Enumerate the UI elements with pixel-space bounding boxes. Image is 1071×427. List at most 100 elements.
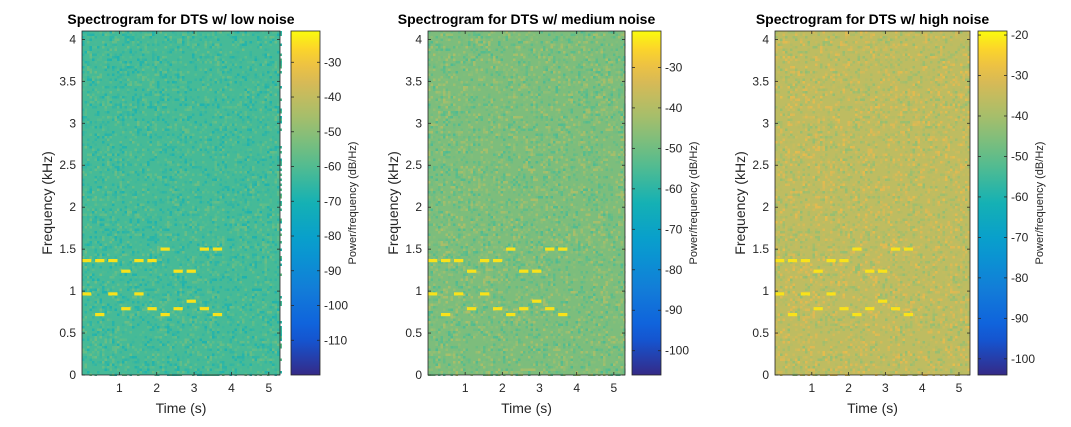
noise-field (428, 31, 626, 376)
x-axis-label: Time (s) (847, 400, 898, 416)
colorbar (290, 30, 321, 376)
y-axis-label: Frequency (kHz) (385, 151, 401, 254)
y-tick-label: 2 (415, 200, 422, 214)
colorbar-tick-label: -60 (665, 182, 683, 196)
tone-mark (95, 259, 105, 263)
tone-mark (454, 259, 464, 263)
colorbar-tick-label: -110 (324, 333, 347, 347)
y-tick-label: 1.5 (405, 242, 422, 256)
tone-mark (903, 313, 913, 317)
y-tick-label: 3.5 (752, 74, 769, 88)
tone-mark (441, 259, 451, 263)
tone-mark (173, 307, 183, 311)
tone-mark (121, 269, 131, 273)
y-tick-label: 3 (762, 116, 769, 130)
tone-mark (839, 307, 849, 311)
x-tick-label: 5 (265, 381, 272, 395)
colorbar-tick-label: -30 (665, 60, 683, 74)
spectrogram-panel-3: 1 2 3 4 5 0 0.5 1 1.5 2 2.5 3 3.5 4 Spectrogram for DT… (732, 11, 1046, 416)
tone-mark (852, 313, 862, 317)
tone-mark (134, 292, 144, 296)
tone-mark (108, 292, 118, 296)
colorbar-tick-label: -50 (1011, 149, 1029, 163)
colorbar-label: Power/frequency (dB/Hz) (688, 142, 700, 265)
y-tick-label: 2 (69, 200, 76, 214)
colorbar-tick-label: -100 (324, 299, 348, 313)
tone-mark (134, 259, 144, 263)
colorbar-tick-label: -40 (1011, 109, 1029, 123)
x-tick-label: 3 (536, 381, 543, 395)
y-tick-label: 2.5 (405, 158, 422, 172)
tone-mark (428, 259, 438, 263)
colorbar-tick-label: -60 (324, 160, 342, 174)
tone-mark (160, 313, 170, 317)
tone-mark (813, 269, 823, 273)
y-tick-label: 1 (762, 284, 769, 298)
y-tick-label: 1 (69, 284, 76, 298)
tone-mark (186, 299, 196, 303)
tone-mark (903, 247, 913, 251)
tone-mark (147, 307, 157, 311)
y-tick-label: 1.5 (59, 242, 76, 256)
tone-mark (545, 247, 555, 251)
tone-mark (467, 269, 477, 273)
tone-mark (787, 313, 798, 317)
tone-mark (467, 307, 477, 311)
colorbar-tick-label: -100 (1011, 352, 1035, 366)
tone-mark (493, 259, 503, 263)
colorbar-tick-label: -80 (1011, 271, 1029, 285)
tone-mark (428, 292, 438, 296)
colorbar-label: Power/frequency (dB/Hz) (347, 142, 359, 265)
x-tick-label: 3 (882, 381, 889, 395)
axes-box (427, 30, 626, 376)
tone-mark (519, 269, 529, 273)
tone-mark (787, 259, 798, 263)
noise-field (82, 31, 282, 376)
colorbar-tick-label: -50 (324, 125, 342, 139)
colorbar-tick-label: -90 (665, 303, 683, 317)
y-tick-label: 4 (762, 32, 769, 46)
x-axis-label: Time (s) (501, 400, 552, 416)
y-tick-label: 0 (415, 368, 422, 382)
tone-mark (532, 299, 542, 303)
x-tick-label: 5 (611, 381, 618, 395)
axes-box (774, 30, 971, 376)
tone-mark (852, 247, 862, 251)
colorbar-tick-label: -60 (1011, 190, 1029, 204)
x-tick-label: 1 (808, 381, 815, 395)
x-tick-label: 1 (462, 381, 469, 395)
tone-mark (532, 269, 542, 273)
colorbar-tick-label: -80 (665, 263, 683, 277)
y-tick-label: 1.5 (752, 242, 769, 256)
tone-mark (108, 259, 118, 263)
noise-field (775, 31, 970, 376)
tone-mark (865, 269, 875, 273)
x-tick-label: 2 (153, 381, 160, 395)
y-tick-label: 4 (415, 32, 422, 46)
tone-mark (519, 307, 529, 311)
y-tick-label: 0 (762, 368, 769, 382)
tone-mark (775, 259, 785, 263)
y-tick-label: 2.5 (752, 158, 769, 172)
spectrogram-panel-2: 1 2 3 4 5 0 0.5 1 1.5 2 2.5 3 3.5 4 Spectrogram for DT… (385, 11, 700, 416)
colorbar-tick-label: -90 (324, 264, 342, 278)
tone-mark (212, 247, 223, 251)
colorbar-tick-label: -30 (324, 55, 342, 69)
tone-mark (95, 313, 105, 317)
tone-mark (558, 313, 568, 317)
y-tick-label: 0.5 (752, 326, 769, 340)
tone-mark (826, 292, 836, 296)
tone-mark (82, 259, 92, 263)
tone-mark (82, 292, 92, 296)
tone-mark (545, 307, 555, 311)
colorbar-tick-label: -40 (324, 90, 342, 104)
tone-mark (826, 259, 836, 263)
tone-mark (121, 307, 131, 311)
tone-mark (813, 307, 823, 311)
tone-mark (186, 269, 196, 273)
tone-mark (800, 292, 810, 296)
chart-title: Spectrogram for DTS w/ high noise (756, 11, 990, 27)
colorbar-tick-label: -80 (324, 229, 342, 243)
y-tick-label: 0.5 (405, 326, 422, 340)
